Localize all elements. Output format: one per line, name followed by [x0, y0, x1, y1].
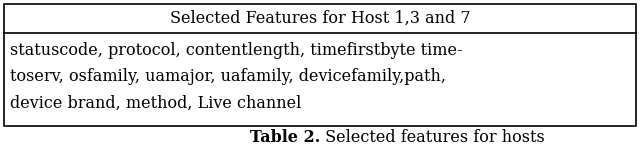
Bar — [4, 4, 636, 126]
Text: Selected Features for Host 1,3 and 7: Selected Features for Host 1,3 and 7 — [170, 10, 470, 27]
Text: device brand, method, Live channel: device brand, method, Live channel — [10, 95, 301, 112]
Text: toserv, osfamily, uamajor, uafamily, devicefamily,path,: toserv, osfamily, uamajor, uafamily, dev… — [10, 68, 446, 85]
Text: Selected features for hosts: Selected features for hosts — [320, 128, 545, 145]
Text: statuscode, protocol, contentlength, timefirstbyte time-: statuscode, protocol, contentlength, tim… — [10, 42, 463, 59]
Text: Table 2.: Table 2. — [250, 128, 320, 145]
